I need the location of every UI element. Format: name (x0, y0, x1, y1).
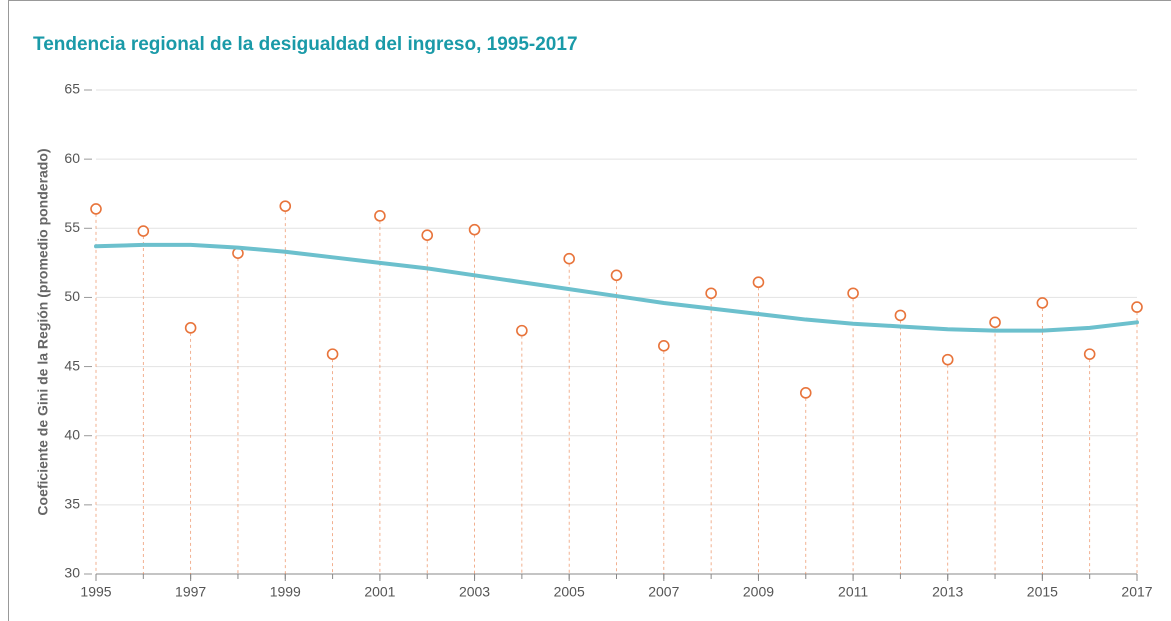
point (989, 316, 1001, 329)
x-tick-label: 2011 (838, 584, 868, 600)
point (279, 200, 292, 212)
x-tick-label: 1995 (80, 584, 111, 600)
y-tick-label: 30 (64, 565, 80, 581)
point (752, 276, 765, 289)
y-tick-label: 40 (64, 426, 80, 442)
point (610, 269, 623, 282)
point (1083, 348, 1096, 360)
y-tick-label: 55 (64, 219, 80, 235)
point (658, 340, 670, 352)
y-tick-label: 45 (64, 357, 80, 373)
x-tick-label: 2005 (554, 584, 585, 600)
point (847, 287, 859, 300)
point (326, 348, 339, 360)
point (1131, 301, 1143, 313)
y-tick-label: 65 (64, 81, 80, 97)
point (184, 322, 197, 334)
point (705, 287, 717, 300)
point (563, 252, 575, 265)
point (421, 229, 434, 241)
x-tick-label: 2003 (459, 584, 490, 600)
point (374, 210, 386, 222)
x-tick-label: 2015 (1027, 584, 1058, 600)
x-tick-label: 2013 (932, 584, 963, 600)
frame (8, 0, 1171, 621)
point (90, 203, 102, 215)
y-tick-label: 35 (64, 496, 80, 512)
point (516, 324, 528, 337)
y-tick-label: 60 (64, 150, 80, 166)
point (941, 353, 954, 366)
point (1036, 297, 1049, 309)
y-tick-label: 50 (64, 288, 80, 304)
trend-line (94, 242, 1139, 333)
x-tick-label: 2007 (648, 584, 679, 600)
chart-title: Tendencia regional de la desigualdad del… (33, 34, 578, 55)
x-tick-label: 2017 (1121, 584, 1152, 600)
x-tick-label: 2001 (364, 584, 395, 600)
x-tick-label: 1999 (270, 584, 301, 600)
y-axis-label: Coeficiente de Gini de la Región (promed… (35, 148, 51, 515)
x-tick-label: 1997 (175, 584, 206, 600)
point (799, 387, 812, 399)
point (137, 225, 150, 237)
x-tick-label: 2009 (743, 584, 774, 600)
point (894, 309, 907, 322)
point (468, 223, 481, 236)
